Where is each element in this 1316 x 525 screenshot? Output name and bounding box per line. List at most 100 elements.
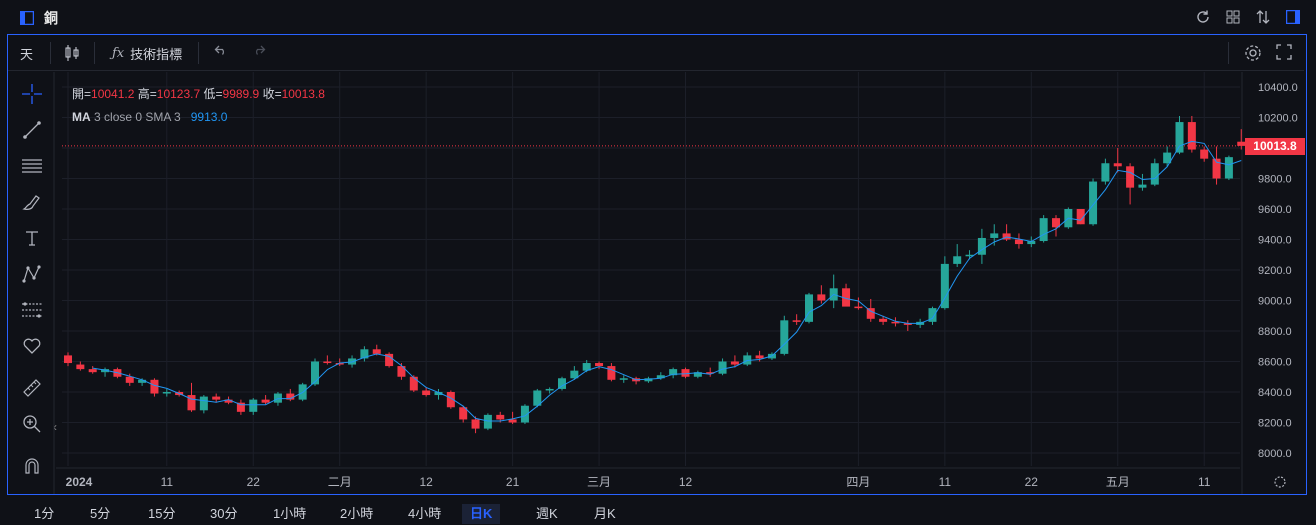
candle-body — [1150, 163, 1159, 185]
candle-body — [866, 308, 875, 319]
undo-icon[interactable] — [214, 44, 228, 56]
indicators-button[interactable]: ƒx 技術指標 — [112, 44, 182, 63]
candle-body — [1200, 149, 1209, 159]
chart-container — [7, 34, 1307, 495]
collapse-toolbar-icon[interactable]: ‹ — [53, 420, 57, 434]
ma-line — [92, 140, 1242, 422]
candle-body — [558, 378, 566, 389]
candle-body — [311, 361, 319, 385]
panel-toggle-icon[interactable] — [18, 9, 36, 27]
interval-selector[interactable]: 天 — [20, 47, 34, 62]
x-tick-label: 11 — [1198, 475, 1211, 489]
x-tick-label: 12 — [679, 475, 693, 489]
crosshair-icon[interactable] — [20, 82, 44, 106]
high-label: 高= — [137, 87, 157, 101]
timeframe-2[interactable]: 15分 — [148, 506, 176, 521]
candle-body — [397, 366, 406, 377]
candle-body — [508, 419, 517, 423]
ruler-icon[interactable] — [20, 376, 44, 400]
candle-body — [483, 414, 492, 429]
candle-body — [1126, 166, 1135, 188]
x-tick-label: 11 — [161, 475, 174, 489]
close-label: 收= — [262, 87, 282, 101]
x-tick-label: 二月 — [328, 475, 352, 489]
timeframe-9[interactable]: 月K — [594, 506, 616, 521]
candle-body — [582, 363, 591, 371]
x-tick-label: 22 — [1025, 475, 1039, 489]
candle-body — [730, 361, 739, 365]
low-value: 9989.9 — [222, 87, 260, 101]
candle-body — [607, 366, 616, 380]
candle-body — [446, 392, 455, 408]
candle-body — [409, 376, 418, 391]
y-tick-label: 8200.0 — [1258, 418, 1292, 430]
candle-body — [545, 388, 554, 391]
y-tick-label: 9800.0 — [1258, 174, 1292, 186]
candle-body — [792, 320, 801, 322]
candle-body — [1014, 239, 1023, 245]
horizontal-lines-icon[interactable] — [20, 154, 44, 178]
timeframe-7[interactable]: 日K — [462, 504, 501, 524]
candle-body — [755, 355, 764, 359]
candle-style-icon[interactable] — [64, 44, 80, 62]
candle-body — [854, 306, 863, 309]
candle-body — [903, 323, 912, 325]
fullscreen-icon[interactable] — [1276, 44, 1292, 60]
high-value: 10123.7 — [156, 87, 201, 101]
grid-layout-icon[interactable] — [1224, 8, 1242, 26]
candle-body — [780, 320, 789, 354]
axis-settings-icon[interactable] — [1274, 476, 1286, 488]
zoom-in-icon[interactable] — [20, 412, 44, 436]
candle-body — [681, 369, 690, 377]
timeframe-5[interactable]: 2小時 — [340, 506, 374, 521]
x-tick-label: 11 — [939, 475, 952, 489]
timeframe-1[interactable]: 5分 — [90, 506, 111, 521]
timeframe-6[interactable]: 4小時 — [408, 506, 442, 521]
fib-tool-icon[interactable] — [20, 298, 44, 322]
pattern-tool-icon[interactable] — [20, 262, 44, 286]
symbol-title: 銅 — [44, 10, 58, 26]
timeframe-4[interactable]: 1小時 — [273, 506, 307, 521]
favorites-icon[interactable] — [20, 334, 44, 358]
candle-body — [88, 369, 97, 373]
text-tool-icon[interactable] — [20, 226, 44, 250]
candle-body — [805, 294, 813, 322]
ohlc-row: 開=10041.2 高=10123.7 低=9989.9 收=10013.8 — [72, 86, 325, 109]
candle-body — [1002, 233, 1011, 240]
x-tick-label: 22 — [247, 475, 261, 489]
candle-body — [570, 370, 579, 379]
timeframe-3[interactable]: 30分 — [210, 506, 238, 521]
ma-name: MA — [72, 110, 91, 124]
candle-body — [1101, 163, 1110, 182]
timeframe-8[interactable]: 週K — [536, 506, 558, 521]
refresh-icon[interactable] — [1194, 8, 1212, 26]
sort-arrows-icon[interactable] — [1254, 8, 1272, 26]
candle-body — [187, 395, 196, 411]
function-icon: ƒx — [112, 46, 125, 61]
candle-body — [64, 355, 72, 364]
candle-body — [1163, 152, 1172, 164]
chart-toolbar: 天 ƒx 技術指標 — [8, 36, 1304, 71]
candle-body — [940, 263, 949, 309]
candle-body — [879, 318, 888, 322]
candle-body — [1212, 158, 1221, 179]
candle-body — [261, 399, 270, 403]
trend-line-icon[interactable] — [20, 118, 44, 142]
ma-legend-row[interactable]: MA 3 close 0 SMA 3 9913.0 — [72, 109, 325, 132]
candle-body — [323, 361, 332, 364]
right-panel-icon[interactable] — [1284, 8, 1302, 26]
magnet-icon[interactable] — [20, 454, 44, 478]
close-value: 10013.8 — [281, 87, 325, 101]
settings-icon[interactable] — [1244, 44, 1262, 62]
candle-body — [1187, 122, 1196, 150]
candle-body — [286, 393, 295, 400]
candle-body — [162, 392, 171, 394]
redo-icon[interactable] — [252, 44, 266, 56]
brush-icon[interactable] — [20, 190, 44, 214]
candle-body — [459, 407, 468, 420]
candle-body — [891, 321, 900, 324]
y-tick-label: 9400.0 — [1258, 235, 1292, 247]
y-tick-label: 8400.0 — [1258, 387, 1292, 399]
timeframe-0[interactable]: 1分 — [34, 506, 55, 521]
